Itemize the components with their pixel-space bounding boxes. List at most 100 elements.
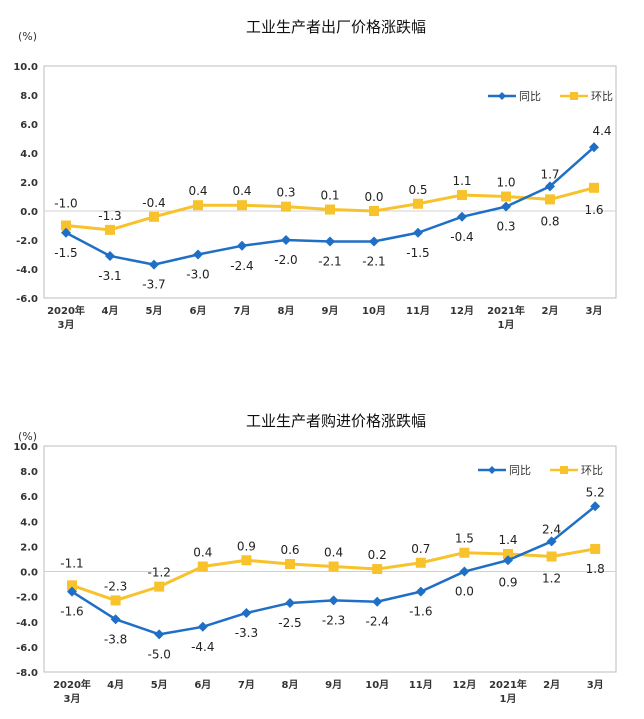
data-point-yoy: [154, 629, 165, 640]
x-tick-line: 1月: [500, 693, 517, 705]
data-point-yoy: [61, 227, 71, 238]
chart-purchase-price: 工业生产者购进价格涨跌幅 (%) 10.0 8.0 6.0 4.0 2.0 0.0 -2.0…: [13, 412, 617, 705]
x-tick-label: 11月: [406, 305, 430, 317]
data-label: 0.3: [276, 186, 295, 200]
x-tick-line: 6月: [190, 305, 207, 317]
y-tick-label: 2.0: [20, 178, 38, 189]
data-point-yoy: [110, 614, 121, 625]
data-label: -1.6: [60, 605, 83, 619]
data-label: 0.7: [411, 542, 430, 556]
data-label: 1.0: [496, 176, 515, 190]
y-tick-label: -6.0: [16, 294, 38, 305]
data-label: 1.1: [452, 174, 471, 188]
plot-frame: [43, 445, 617, 673]
data-label: -1.0: [54, 197, 77, 211]
x-tick-line: 2020年: [53, 678, 91, 691]
legend-marker: [488, 466, 496, 474]
x-tick-label: 5月: [151, 679, 168, 691]
legend-marker: [498, 92, 506, 100]
data-point-mom: [546, 551, 557, 562]
data-label: 2.4: [542, 522, 561, 536]
x-tick-label: 8月: [278, 305, 295, 317]
data-point-mom: [369, 206, 379, 216]
y-tick-label: -4.0: [16, 265, 38, 276]
x-tick-label: 12月: [452, 679, 476, 691]
data-point-mom: [325, 204, 335, 215]
data-label: 1.7: [540, 167, 559, 181]
x-tick-label: 7月: [234, 305, 251, 317]
data-point-yoy: [325, 236, 335, 247]
y-tick-label: -4.0: [16, 618, 38, 629]
x-tick-label: 11月: [409, 679, 433, 691]
x-tick-line: 4月: [102, 305, 119, 317]
data-label: 0.0: [455, 585, 474, 599]
data-point-mom: [328, 561, 339, 572]
data-point-yoy: [369, 236, 379, 247]
data-point-mom: [105, 224, 115, 235]
x-tick-label: 2月: [543, 679, 560, 691]
data-label: -4.4: [191, 640, 214, 654]
data-point-mom: [590, 543, 601, 554]
x-tick-line: 10月: [365, 679, 389, 691]
data-point-mom: [154, 581, 165, 592]
y-tick-label: 6.0: [20, 120, 38, 131]
chart-title: 工业生产者购进价格涨跌幅: [246, 412, 426, 430]
x-tick-label: 3月: [586, 305, 603, 317]
y-unit-label: (%): [18, 430, 37, 443]
legend-marker: [560, 466, 568, 474]
x-tick-label: 6月: [190, 305, 207, 317]
data-label: -1.1: [60, 556, 83, 570]
data-label: -1.3: [98, 209, 121, 223]
data-point-yoy: [590, 501, 601, 512]
data-label: 1.5: [455, 532, 474, 546]
data-label: -2.1: [362, 254, 385, 268]
data-label: -1.2: [147, 566, 170, 580]
data-label: 0.3: [496, 220, 515, 234]
data-label: -0.4: [142, 196, 165, 210]
x-tick-line: 11月: [409, 679, 433, 691]
legend-label: 同比: [509, 464, 531, 477]
x-tick-line: 2月: [542, 305, 559, 317]
x-tick-line: 3月: [586, 305, 603, 317]
x-tick-line: 10月: [362, 305, 386, 317]
y-tick-label: -8.0: [16, 668, 38, 679]
x-tick-line: 9月: [322, 305, 339, 317]
data-point-mom: [413, 198, 423, 209]
x-tick-line: 12月: [452, 679, 476, 691]
y-tick-label: -6.0: [16, 643, 38, 654]
x-tick-label: 6月: [194, 679, 211, 691]
x-tick-label: 10月: [365, 679, 389, 691]
x-tick-line: 11月: [406, 305, 430, 317]
data-label: 5.2: [586, 485, 605, 499]
data-point-yoy: [372, 596, 383, 607]
y-tick-label: 2.0: [20, 542, 38, 553]
plot-frame: [43, 65, 617, 299]
legend-label: 环比: [591, 90, 613, 103]
data-label: 1.6: [584, 203, 603, 217]
x-tick-label: 3月: [587, 679, 604, 691]
x-tick-line: 2月: [543, 679, 560, 691]
data-label: -2.4: [365, 615, 388, 629]
data-point-mom: [285, 559, 295, 570]
data-point-yoy: [457, 211, 467, 222]
data-point-yoy: [501, 201, 511, 212]
x-tick-line: 1月: [498, 319, 515, 331]
chart-output-price: 工业生产者出厂价格涨跌幅 (%) 10.0 8.0 6.0 4.0 2.0 0.0 -2.0…: [13, 18, 617, 331]
data-point-yoy: [459, 566, 470, 577]
data-point-mom: [193, 200, 203, 211]
x-tick-label: 4月: [107, 679, 124, 691]
data-label: -2.4: [230, 259, 253, 273]
data-label: -2.0: [274, 253, 297, 267]
x-tick-label: 5月: [146, 305, 163, 317]
data-label: 0.1: [320, 189, 339, 203]
x-tick-line: 3月: [58, 319, 75, 331]
x-tick-label: 2021年 1月: [489, 678, 527, 705]
data-point-mom: [372, 564, 383, 575]
y-tick-label: 10.0: [13, 62, 38, 73]
x-tick-line: 2021年: [489, 678, 527, 691]
y-tick-label: -2.0: [16, 236, 38, 247]
x-tick-line: 12月: [450, 305, 474, 317]
data-label: 0.4: [193, 546, 212, 560]
data-point-mom: [67, 580, 77, 591]
